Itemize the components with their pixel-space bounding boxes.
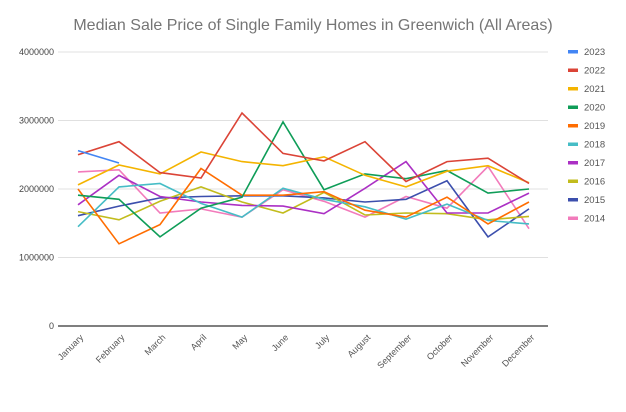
x-tick-label: January	[56, 332, 86, 362]
legend: 2023 2022 2021 2020 2019 2018 2017 2016 2015 2014	[568, 47, 605, 225]
x-tick-label: November	[459, 332, 495, 368]
x-tick-label: October	[425, 332, 455, 362]
legend-swatch	[568, 50, 578, 54]
series-lines	[77, 111, 530, 245]
series-line-2017	[77, 160, 530, 215]
legend-swatch	[568, 161, 578, 165]
legend-label: 2014	[584, 214, 605, 225]
legend-swatch	[568, 179, 578, 183]
y-tick-label: 3000000	[19, 116, 54, 126]
series-line-2015	[77, 179, 530, 238]
legend-item-2022[interactable]: 2022	[568, 66, 605, 77]
gridlines	[58, 51, 548, 327]
series-line-2021	[77, 151, 530, 188]
legend-item-2020[interactable]: 2020	[568, 103, 605, 114]
x-tick-label: June	[270, 332, 291, 353]
legend-label: 2020	[584, 103, 605, 114]
legend-label: 2019	[584, 121, 605, 132]
y-tick-label: 2000000	[19, 184, 54, 194]
legend-item-2014[interactable]: 2014	[568, 214, 605, 225]
x-axis-ticks: January February March April May June July Augu…	[56, 332, 537, 371]
y-tick-label: 0	[49, 321, 54, 331]
legend-label: 2022	[584, 66, 605, 77]
legend-swatch	[568, 87, 578, 91]
x-tick-label: September	[375, 332, 413, 370]
legend-label: 2021	[584, 84, 605, 95]
x-tick-label: December	[500, 332, 536, 368]
legend-label: 2023	[584, 47, 605, 58]
x-tick-label: August	[346, 332, 373, 359]
legend-item-2017[interactable]: 2017	[568, 158, 605, 169]
series-line-2016	[77, 186, 530, 221]
legend-label: 2015	[584, 195, 605, 206]
x-tick-label: May	[230, 332, 249, 351]
series-line-2019	[77, 167, 530, 245]
legend-item-2023[interactable]: 2023	[568, 47, 605, 58]
legend-item-2015[interactable]: 2015	[568, 195, 605, 206]
legend-label: 2018	[584, 140, 605, 151]
legend-swatch	[568, 68, 578, 72]
legend-swatch	[568, 216, 578, 220]
legend-swatch	[568, 198, 578, 202]
series-line-2023	[77, 149, 120, 164]
legend-swatch	[568, 105, 578, 109]
legend-item-2019[interactable]: 2019	[568, 121, 605, 132]
chart-title: Median Sale Price of Single Family Homes…	[73, 17, 552, 34]
y-tick-label: 1000000	[19, 253, 54, 263]
x-tick-label: March	[143, 332, 168, 357]
y-tick-label: 4000000	[19, 47, 54, 57]
legend-item-2021[interactable]: 2021	[568, 84, 605, 95]
legend-label: 2016	[584, 177, 605, 188]
series-line-2022	[77, 111, 530, 185]
x-tick-label: April	[189, 332, 209, 352]
x-tick-label: February	[94, 332, 127, 365]
legend-item-2016[interactable]: 2016	[568, 177, 605, 188]
series-line-2020	[77, 120, 530, 238]
legend-swatch	[568, 142, 578, 146]
legend-swatch	[568, 124, 578, 128]
legend-label: 2017	[584, 158, 605, 169]
y-axis-ticks: 0 1000000 2000000 3000000 4000000	[19, 47, 54, 331]
legend-item-2018[interactable]: 2018	[568, 140, 605, 151]
x-tick-label: July	[313, 332, 332, 351]
